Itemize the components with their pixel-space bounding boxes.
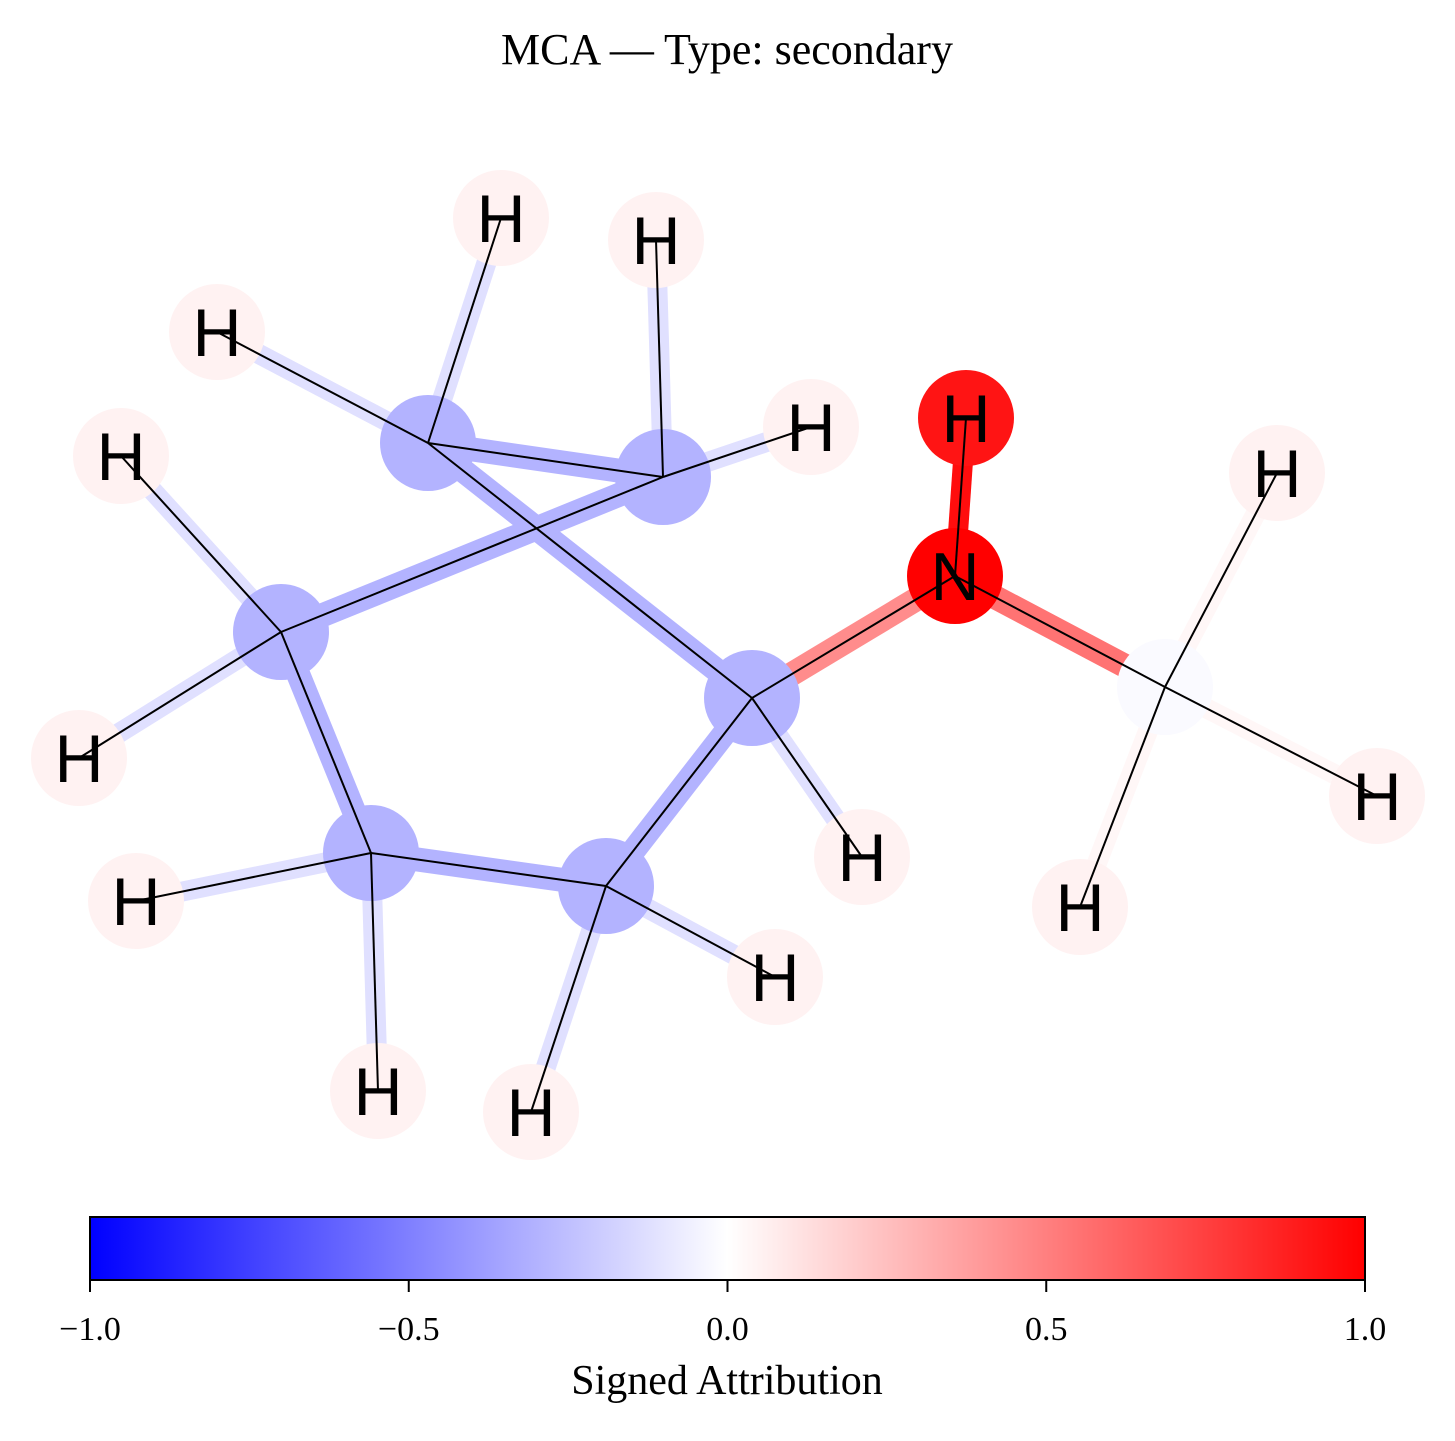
figure-title: MCA — Type: secondary: [501, 25, 953, 74]
bond-c1-n: [751, 575, 956, 699]
atom-label-n: N: [930, 539, 979, 615]
atom-label-h1: H: [837, 820, 886, 896]
bond-n-hn: [954, 417, 967, 577]
bond-c6-h6a: [530, 885, 607, 1113]
bond-c5-c6: [370, 852, 607, 887]
bond-c2-h2a: [427, 217, 502, 444]
colorbar-tick-label: 0.0: [706, 1311, 749, 1348]
colorbar-gradient: [89, 1216, 1366, 1281]
atom-label-h7a: H: [1252, 436, 1301, 512]
colorbar-label: Signed Attribution: [571, 1358, 883, 1404]
bond-c5-h5b: [370, 852, 379, 1092]
atom-label-hn: H: [941, 381, 990, 457]
atom-label-h3a: H: [631, 203, 680, 279]
atom-label-h4a: H: [96, 419, 145, 495]
colorbar-ticks: −1.0 −0.5 0.0 0.5 1.0: [59, 1280, 1386, 1348]
atom-label-h2b: H: [192, 295, 241, 371]
colorbar-tick-label: −0.5: [378, 1311, 440, 1348]
atom-label-h4b: H: [54, 721, 103, 797]
bond-c5-h5a: [135, 852, 372, 902]
bond-c4-h4a: [120, 455, 282, 633]
bond-c7-h7a: [1164, 472, 1278, 688]
atom-label-h7b: H: [1352, 759, 1401, 835]
atom-label-h2a: H: [476, 181, 525, 257]
bond-c2-c3: [427, 442, 664, 478]
atom-label-h5b: H: [353, 1054, 402, 1130]
bond-lines: [78, 217, 1378, 1113]
colorbar-tick-label: 0.5: [1025, 1311, 1068, 1348]
bond-c2-h2b: [216, 331, 429, 444]
bond-c6-h6b: [605, 885, 776, 978]
atom-label-h5a: H: [111, 864, 160, 940]
bond-c3-h3a: [655, 239, 664, 478]
bond-c4-c5: [280, 631, 372, 854]
atom-label-h6a: H: [506, 1075, 555, 1151]
colorbar-tick-label: −1.0: [59, 1311, 121, 1348]
bond-c7-h7b: [1164, 686, 1378, 797]
bond-n-c7: [954, 575, 1166, 688]
bond-c1-c2: [427, 442, 753, 699]
atom-label-h7c: H: [1055, 870, 1104, 946]
bond-c4-h4b: [78, 631, 282, 759]
atom-label-h3b: H: [786, 390, 835, 466]
bond-c3-h3b: [662, 426, 812, 478]
colorbar-tick-label: 1.0: [1344, 1311, 1387, 1348]
bond-c7-h7c: [1079, 686, 1166, 908]
bond-c1-h1: [751, 697, 863, 858]
colorbar: −1.0 −0.5 0.0 0.5 1.0 Signed Attribution: [59, 1216, 1386, 1404]
bond-c6-c1: [605, 697, 753, 887]
atom-label-h6b: H: [750, 940, 799, 1016]
bond-c3-c4: [280, 476, 664, 633]
